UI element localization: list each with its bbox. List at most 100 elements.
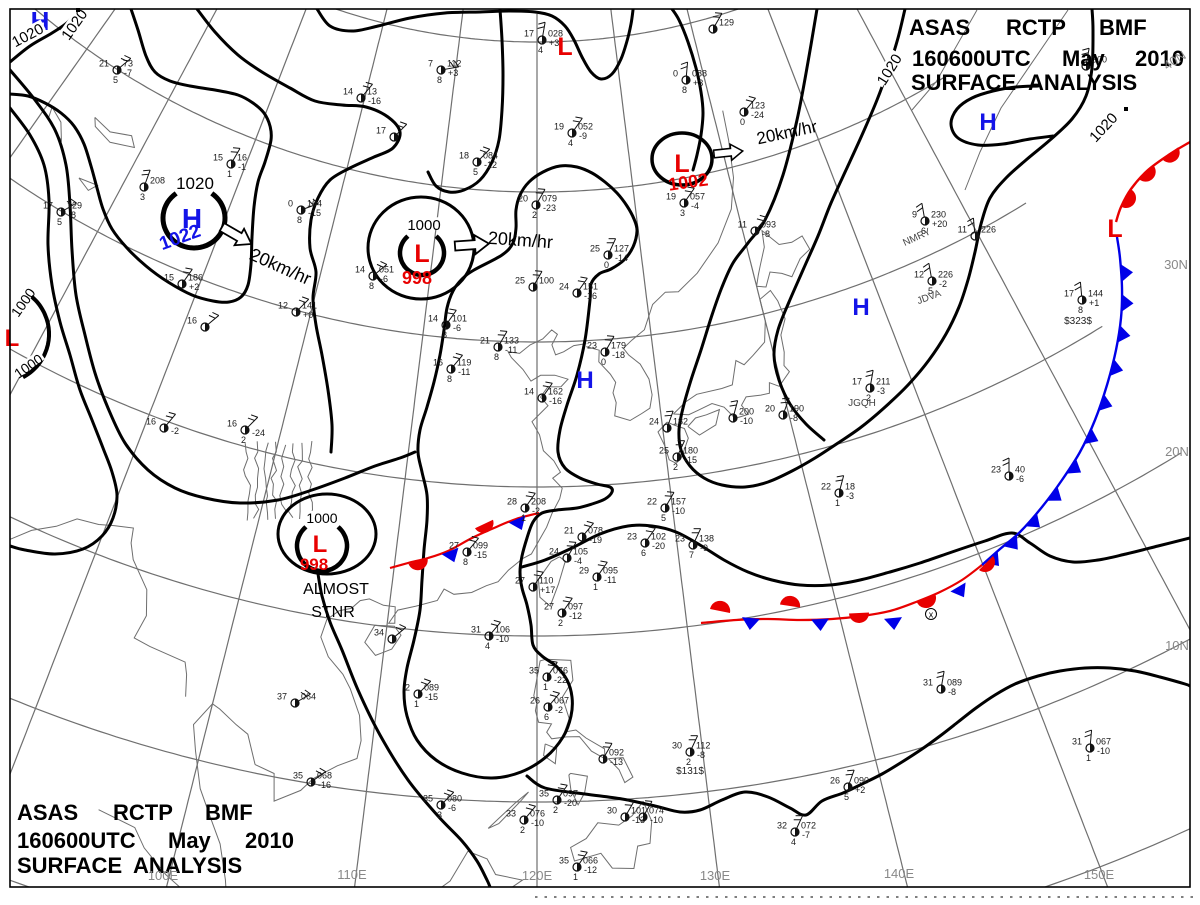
svg-text:9: 9 [912,210,917,220]
svg-text:2: 2 [241,435,246,445]
svg-text:230: 230 [931,210,946,220]
svg-text:2: 2 [558,618,563,628]
svg-text:100: 100 [539,276,554,286]
svg-text:35: 35 [529,666,539,676]
svg-text:226: 226 [981,225,996,235]
svg-text:-6: -6 [448,803,456,813]
svg-text:16: 16 [237,153,247,163]
svg-text:-13: -13 [610,757,623,767]
svg-text:1020: 1020 [176,174,214,193]
svg-text:097: 097 [568,602,583,612]
svg-text:25: 25 [590,244,600,254]
svg-text:160600UTC: 160600UTC [17,828,136,853]
svg-text:10N: 10N [1165,638,1189,653]
svg-text:110: 110 [539,576,553,586]
svg-text:ANALYSIS: ANALYSIS [133,853,242,878]
svg-text:May: May [1062,46,1106,71]
svg-text:-4: -4 [691,201,699,211]
svg-text:160600UTC: 160600UTC [912,46,1031,71]
svg-text:-6: -6 [453,323,461,333]
svg-text:-10: -10 [496,634,509,644]
svg-text:162: 162 [548,387,563,397]
svg-text:-7: -7 [124,68,132,78]
svg-text:8: 8 [442,330,447,340]
svg-text:23: 23 [675,534,685,544]
svg-text:095: 095 [603,566,618,576]
svg-text:076: 076 [553,666,568,676]
svg-text:5: 5 [113,75,118,85]
svg-text:5: 5 [57,217,62,227]
svg-text:34: 34 [374,628,384,638]
svg-text:27: 27 [449,541,459,551]
svg-text:30: 30 [672,741,682,751]
svg-text:-20: -20 [564,798,577,808]
svg-text:ALMOST: ALMOST [303,581,369,598]
svg-text:3: 3 [437,810,442,820]
svg-text:090: 090 [854,776,869,786]
svg-text:15: 15 [164,273,174,283]
svg-text:106: 106 [495,625,510,635]
svg-text:-11: -11 [505,345,517,355]
svg-text:112: 112 [447,59,461,69]
svg-text:+2: +2 [855,785,865,795]
svg-text:-11: -11 [458,367,470,377]
svg-text:099: 099 [473,541,488,551]
svg-text:+3: +3 [549,38,559,48]
svg-text:L: L [313,531,328,558]
svg-text:L: L [674,150,689,178]
svg-text:089: 089 [424,683,439,693]
svg-text:-15: -15 [425,692,438,702]
svg-text:150E: 150E [1084,867,1115,882]
svg-text:$131$: $131$ [676,766,704,777]
svg-text:0: 0 [673,69,678,79]
svg-text:20: 20 [518,194,528,204]
svg-text:73: 73 [123,59,133,69]
svg-text:-6: -6 [380,274,388,284]
svg-text:31: 31 [1072,737,1082,747]
svg-text:076: 076 [530,809,545,819]
svg-text:ASAS: ASAS [17,800,78,825]
svg-text:2010: 2010 [245,828,294,853]
svg-text:37: 37 [277,692,287,702]
svg-text:123: 123 [750,101,765,111]
svg-text:22: 22 [821,482,831,492]
svg-text:-23: -23 [543,203,556,213]
svg-text:112: 112 [696,741,710,751]
svg-text:16: 16 [187,316,197,326]
svg-text:074: 074 [649,806,664,816]
svg-text:127: 127 [614,244,629,254]
svg-text:7: 7 [428,59,433,69]
svg-text:14: 14 [428,314,438,324]
svg-text:1000: 1000 [407,217,440,234]
svg-text:6: 6 [544,712,549,722]
svg-text:13: 13 [367,87,377,97]
svg-text:-2: -2 [171,426,179,436]
svg-text:-19: -19 [589,535,602,545]
svg-text:28: 28 [507,497,517,507]
svg-text:093: 093 [761,220,776,230]
svg-text:190: 190 [789,404,804,414]
svg-text:22: 22 [647,497,657,507]
svg-text:133: 133 [504,336,519,346]
svg-text:-12: -12 [584,865,597,875]
svg-text:0: 0 [288,199,293,209]
svg-text:-12: -12 [484,160,497,170]
svg-text:120E: 120E [522,868,553,883]
svg-text:-24: -24 [751,110,764,120]
svg-text:26: 26 [830,776,840,786]
svg-text:8: 8 [437,75,442,85]
svg-text:8: 8 [447,374,452,384]
svg-text:31: 31 [471,625,481,635]
svg-text:14: 14 [355,265,365,275]
svg-text:-14: -14 [615,253,628,263]
svg-text:16: 16 [227,419,237,429]
svg-text:-3: -3 [877,386,885,396]
svg-text:-10: -10 [531,818,544,828]
svg-text:+2: +2 [189,282,199,292]
svg-text:-4: -4 [574,556,582,566]
svg-text:BMF: BMF [1099,15,1147,40]
svg-text:21: 21 [99,59,109,69]
svg-text:BMF: BMF [205,800,253,825]
svg-text:20: 20 [765,404,775,414]
svg-text:H: H [852,294,869,321]
